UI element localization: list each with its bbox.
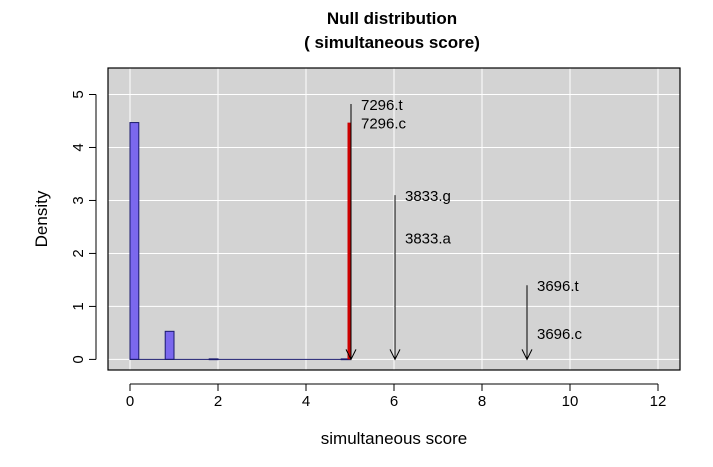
- y-axis-label: Density: [32, 190, 51, 247]
- x-tick-label: 2: [214, 393, 222, 410]
- plot-border: [107, 67, 681, 371]
- histogram-bar: [129, 122, 140, 360]
- annotation-arrowhead: [521, 349, 533, 361]
- x-tick-label: 12: [650, 393, 667, 410]
- annotation-label: 7296.t: [361, 97, 404, 114]
- chart-title: Null distribution: [327, 9, 457, 28]
- y-tick-label: 2: [70, 249, 87, 257]
- y-tick-label: 3: [70, 196, 87, 204]
- x-tick-label: 4: [302, 393, 310, 410]
- histogram-bar: [164, 330, 175, 360]
- x-tick-label: 6: [390, 393, 398, 410]
- annotation-label: 3696.t: [537, 278, 580, 295]
- y-tick-label: 4: [70, 143, 87, 151]
- y-tick-label: 1: [70, 302, 87, 310]
- x-tick-label: 8: [478, 393, 486, 410]
- y-tick-label: 0: [70, 355, 87, 363]
- x-tick-label: 0: [126, 393, 134, 410]
- annotation-label: 3696.c: [537, 326, 583, 343]
- annotation-arrowhead: [345, 349, 357, 361]
- y-tick-label: 5: [70, 90, 87, 98]
- annotation-arrowhead: [389, 349, 401, 361]
- histogram-bars: [129, 122, 351, 361]
- x-axis-label: simultaneous score: [321, 429, 467, 448]
- y-axis: 0 1 2 3 4 5: [70, 90, 97, 364]
- x-tick-label: 10: [562, 393, 579, 410]
- annotation-label: 3833.g: [405, 188, 451, 205]
- annotation-label: 7296.c: [361, 116, 407, 133]
- annotation-arrows: 7296.t 7296.c 3833.g 3833.a 3696.t 3696.c: [345, 97, 583, 361]
- annotation-label: 3833.a: [405, 231, 452, 248]
- x-axis: 0 2 4 6 8 10 12: [126, 383, 667, 410]
- chart-subtitle: ( simultaneous score): [304, 33, 480, 52]
